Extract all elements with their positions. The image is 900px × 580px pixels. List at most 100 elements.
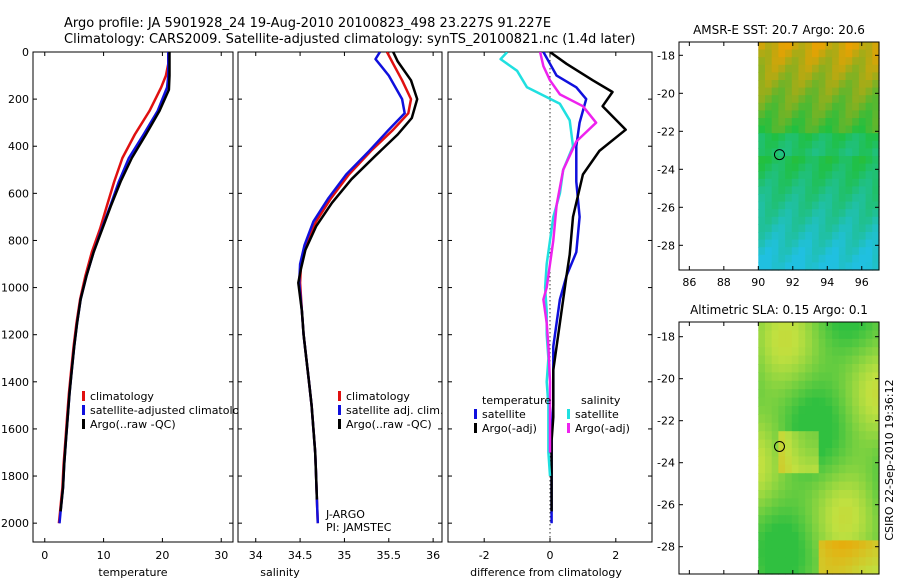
heatmap-cell: [838, 364, 847, 373]
heatmap-cell: [872, 232, 880, 241]
heatmap-cell: [785, 338, 793, 348]
heatmap-cell: [798, 110, 806, 119]
heatmap-cell: [838, 171, 847, 180]
heatmap-cell: [852, 156, 860, 165]
heatmap-cell: [758, 186, 766, 195]
heatmap-cell: [818, 171, 826, 180]
heatmap-cell: [818, 364, 826, 373]
heatmap-cell: [845, 201, 853, 210]
heatmap-cell: [765, 224, 773, 233]
heatmap-cell: [832, 439, 840, 449]
heatmap-cell: [791, 490, 800, 499]
heatmap-cell: [771, 330, 779, 340]
heatmap-cell: [771, 464, 779, 474]
heatmap-cell: [791, 506, 800, 516]
heatmap-cell: [812, 506, 820, 516]
heatmap-cell: [852, 232, 860, 241]
heatmap-cell: [858, 42, 867, 51]
heatmap-cell: [858, 125, 867, 134]
heatmap-cell: [785, 201, 793, 210]
heatmap-cell: [778, 431, 786, 441]
heatmap-cell: [805, 406, 813, 415]
x-axis-label: temperature: [98, 566, 167, 579]
x-tick-label: 92: [786, 276, 800, 289]
heatmap-cell: [798, 186, 806, 195]
heatmap-cell: [838, 473, 847, 483]
heatmap-cell: [852, 322, 860, 331]
heatmap-cell: [791, 481, 800, 491]
heatmap-cell: [845, 548, 853, 558]
heatmap-cell: [798, 414, 806, 424]
heatmap-cell: [758, 515, 766, 525]
heatmap-cell: [798, 439, 806, 449]
heatmap-cell: [838, 156, 847, 165]
y-tick-label: -26: [657, 201, 675, 214]
y-tick-label: 600: [8, 187, 29, 200]
heatmap-cell: [818, 148, 826, 157]
heatmap-cell: [791, 194, 800, 203]
heatmap-cell: [758, 548, 766, 558]
heatmap-cell: [765, 87, 773, 96]
series-line: [549, 52, 627, 512]
heatmap-cell: [785, 473, 793, 483]
heatmap-cell: [765, 330, 773, 340]
heatmap-cell: [798, 140, 806, 149]
heatmap-cell: [865, 80, 873, 89]
heatmap-cell: [812, 406, 820, 415]
heatmap-cell: [872, 95, 880, 104]
heatmap-cell: [778, 118, 786, 127]
heatmap-cell: [778, 95, 786, 104]
heatmap-cell: [818, 72, 826, 81]
heatmap-cell: [832, 49, 840, 58]
heatmap-cell: [872, 216, 880, 225]
heatmap-cell: [865, 338, 873, 348]
heatmap-cell: [765, 406, 773, 415]
heatmap-cell: [858, 473, 867, 483]
heatmap-cell: [845, 216, 853, 225]
heatmap-cell: [758, 422, 766, 432]
heatmap-cell: [791, 148, 800, 157]
heatmap-cell: [852, 57, 860, 66]
heatmap-cell: [818, 262, 826, 271]
heatmap-cell: [778, 473, 786, 483]
heatmap-cell: [838, 178, 847, 187]
heatmap-cell: [852, 439, 860, 449]
heatmap-cell: [798, 49, 806, 58]
heatmap-cell: [805, 490, 813, 499]
heatmap-cell: [785, 448, 793, 457]
heatmap-cell: [852, 330, 860, 340]
heatmap-cell: [778, 532, 786, 541]
legend-entry: satellite: [575, 408, 619, 421]
x-axis-label: difference from climatology: [470, 566, 622, 579]
heatmap-cell: [798, 224, 806, 233]
heatmap-cell: [852, 49, 860, 58]
heatmap-cell: [838, 87, 847, 96]
heatmap-cell: [812, 110, 820, 119]
heatmap-cell: [805, 431, 813, 441]
heatmap-cell: [758, 414, 766, 424]
heatmap-cell: [865, 372, 873, 382]
heatmap-cell: [852, 372, 860, 382]
heatmap-cell: [812, 64, 820, 73]
heatmap-cell: [818, 431, 826, 441]
heatmap-cell: [832, 87, 840, 96]
heatmap-cell: [825, 456, 833, 466]
heatmap-cell: [758, 194, 766, 203]
heatmap-cell: [825, 72, 833, 81]
heatmap-cell: [838, 330, 847, 340]
heatmap-cell: [812, 57, 820, 66]
heatmap-cell: [778, 171, 786, 180]
heatmap-cell: [765, 456, 773, 466]
heatmap-cell: [818, 515, 826, 525]
heatmap-cell: [865, 163, 873, 172]
heatmap-cell: [872, 262, 880, 271]
heatmap-cell: [818, 422, 826, 432]
heatmap-cell: [858, 498, 867, 508]
heatmap-cell: [818, 355, 826, 365]
heatmap-cell: [758, 110, 766, 119]
heatmap-cell: [818, 102, 826, 111]
heatmap-cell: [852, 414, 860, 424]
heatmap-cell: [865, 540, 873, 550]
heatmap-cell: [845, 355, 853, 365]
